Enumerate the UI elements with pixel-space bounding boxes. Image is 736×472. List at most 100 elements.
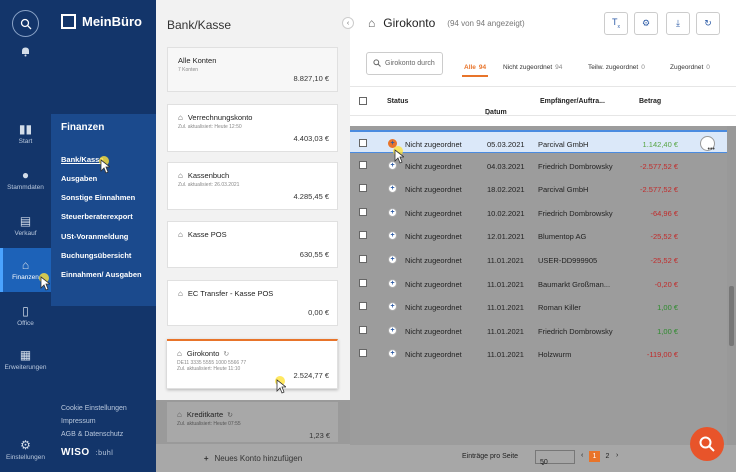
next-page-icon[interactable]: › — [616, 452, 619, 459]
tab-nicht-zugeordnet[interactable]: Nicht zugeordnet 94 — [503, 64, 563, 71]
assign-plus-icon[interactable]: + — [388, 278, 397, 288]
table-row[interactable]: + Nicht zugeordnet 11.01.2021 USER-DD999905… — [350, 248, 727, 271]
collapse-panel-button[interactable]: ‹ — [342, 17, 354, 29]
row-checkbox[interactable] — [359, 231, 367, 240]
row-checkbox[interactable] — [359, 278, 367, 287]
row-checkbox[interactable] — [359, 302, 367, 311]
transactions-panel: ⌂ Girokonto (94 von 94 angezeigt) Tx ⚙ ⤓… — [350, 0, 736, 472]
ellipsis-icon: ••• — [707, 146, 715, 153]
search-icon[interactable] — [12, 10, 39, 37]
account-card-ec-transfer[interactable]: ⌂ EC Transfer - Kasse POS 0,00 € — [167, 280, 338, 326]
bank-kasse-column: Bank/Kasse Alle Konten 7 Konten 8.827,10… — [156, 0, 350, 472]
search-placeholder: Girokonto durch — [385, 60, 435, 67]
bank-icon: ⌂ — [178, 289, 183, 298]
table-row[interactable]: + Nicht zugeordnet 04.03.2021 Friedrich Dom… — [350, 154, 727, 177]
table-row[interactable]: + Nicht zugeordnet 12.01.2021 Blumentop AG -… — [350, 224, 727, 247]
refresh-icon[interactable]: ↻ — [223, 350, 230, 358]
clear-filter-button[interactable]: Tx — [604, 12, 628, 35]
tab-alle[interactable]: Alle 94 — [461, 64, 489, 77]
row-checkbox[interactable] — [359, 184, 367, 193]
row-date: 04.03.2021 — [487, 161, 525, 171]
table-row[interactable]: + Nicht zugeordnet 05.03.2021 Parcival GmbH… — [350, 130, 727, 153]
account-card-kasse-pos[interactable]: ⌂ Kasse POS 630,55 € — [167, 221, 338, 268]
row-checkbox[interactable] — [359, 160, 367, 169]
row-status: Nicht zugeordnet — [405, 279, 462, 289]
more-options-button[interactable]: ••• — [700, 136, 715, 153]
footer-link-cookies[interactable]: Cookie Einstellungen — [61, 405, 127, 412]
rail-item-start[interactable]: ▮▮ Start — [18, 122, 33, 145]
settings-button[interactable]: ⚙ — [634, 12, 658, 35]
table-row[interactable]: + Nicht zugeordnet 10.02.2021 Friedrich Dom… — [350, 201, 727, 224]
rail-item-office[interactable]: ▯ Office — [17, 304, 34, 327]
account-name: Girokonto — [186, 349, 220, 358]
download-button[interactable]: ⤓ — [666, 12, 690, 35]
account-card-girokonto[interactable]: ⌂ Girokonto ↻ DE11 3335 5555 1000 5566 77 … — [167, 339, 338, 389]
assign-plus-icon[interactable]: + — [388, 139, 397, 148]
menu-item-einnahmen-ausgaben[interactable]: Einnahmen/ Ausgaben — [61, 270, 142, 279]
rail-item-verkauf[interactable]: ▤ Verkauf — [14, 214, 37, 237]
table-row[interactable]: + Nicht zugeordnet 18.02.2021 Parcival GmbH… — [350, 177, 727, 200]
row-checkbox[interactable] — [359, 207, 367, 216]
table-row[interactable]: + Nicht zugeordnet 11.01.2021 Friedrich Dom… — [350, 319, 727, 342]
menu-item-buchungsuebersicht[interactable]: Buchungsübersicht — [61, 251, 132, 260]
clear-format-icon: Tx — [612, 17, 620, 30]
row-payee: Parcival GmbH — [538, 185, 589, 195]
assign-plus-icon[interactable]: + — [388, 255, 397, 264]
scrollbar-thumb[interactable] — [729, 286, 734, 346]
account-name: Kassenbuch — [187, 171, 230, 180]
select-all-checkbox[interactable] — [359, 97, 367, 105]
add-account-button[interactable]: + Neues Konto hinzufügen — [156, 444, 350, 472]
prev-page-icon[interactable]: ‹ — [581, 452, 584, 459]
search-icon — [699, 436, 715, 452]
rail-item-einstellungen[interactable]: ⚙ Einstellungen — [5, 438, 46, 461]
assign-plus-icon[interactable]: + — [388, 349, 397, 359]
assign-plus-icon[interactable]: + — [388, 184, 397, 194]
table-row[interactable]: + Nicht zugeordnet 11.01.2021 Roman Killer 1… — [350, 295, 727, 318]
row-checkbox[interactable] — [359, 349, 367, 358]
account-card-kreditkarte[interactable]: ⌂ Kreditkarte ↻ Zul. aktualisiert: Heute 0… — [167, 402, 338, 442]
refresh-icon[interactable]: ↻ — [227, 411, 233, 419]
row-date: 11.01.2021 — [487, 303, 524, 313]
account-card-verrechnungskonto[interactable]: ⌂ Verrechnungskonto Zul. aktualisiert: He… — [167, 104, 338, 152]
per-page-select[interactable]: 50 ⌄ — [535, 450, 575, 467]
bell-icon[interactable] — [20, 46, 31, 60]
chat-search-button[interactable] — [690, 427, 724, 461]
table-row[interactable]: + Nicht zugeordnet 11.01.2021 Holzwurm -119,… — [350, 342, 727, 365]
footer-link-impressum[interactable]: Impressum — [61, 418, 96, 425]
bank-title: Bank/Kasse — [167, 18, 232, 32]
table-row[interactable]: + Nicht zugeordnet 11.01.2021 Baumarkt Groß… — [350, 272, 727, 295]
tab-zugeordnet[interactable]: Zugeordnet 0 — [670, 64, 710, 71]
page-2-button[interactable]: 2 — [605, 453, 610, 460]
tab-teilw-zugeordnet[interactable]: Teilw. zugeordnet 0 — [588, 64, 645, 71]
menu-item-ust-voranmeldung[interactable]: USt-Voranmeldung — [61, 232, 129, 241]
row-payee: Friedrich Dombrowsky — [538, 161, 613, 171]
row-checkbox[interactable] — [359, 139, 367, 147]
row-checkbox[interactable] — [359, 325, 367, 334]
footer-link-agb[interactable]: AGB & Datenschutz — [61, 431, 124, 438]
assign-plus-icon[interactable]: + — [388, 325, 397, 335]
rail-item-erweiterungen[interactable]: ▦ Erweiterungen — [4, 348, 47, 371]
rail-item-stammdaten[interactable]: ● Stammdaten — [7, 168, 44, 191]
row-checkbox[interactable] — [359, 255, 367, 263]
column-empfaenger[interactable]: Empfänger/Auftra... — [540, 98, 605, 105]
assign-plus-icon[interactable]: + — [388, 231, 397, 241]
account-card-kassenbuch[interactable]: ⌂ Kassenbuch Zul. aktualisiert: 26.03.202… — [167, 162, 338, 210]
column-betrag[interactable]: Betrag — [639, 98, 662, 105]
menu-item-bank-kasse[interactable]: Bank/Kasse — [61, 155, 104, 164]
assign-plus-icon[interactable]: + — [388, 207, 397, 217]
page-1-button[interactable]: 1 — [589, 451, 600, 462]
search-input[interactable]: Girokonto durch — [366, 52, 443, 75]
row-payee: USER-DD999905 — [538, 256, 598, 265]
column-status[interactable]: Status — [387, 98, 409, 105]
account-amount: 0,00 € — [308, 308, 329, 317]
entry-count: (94 von 94 angezeigt) — [447, 18, 525, 28]
menu-item-ausgaben[interactable]: Ausgaben — [61, 174, 98, 183]
rail-item-finanzen[interactable]: ⌂ Finanzen — [0, 248, 51, 292]
refresh-button[interactable]: ↻ — [696, 12, 720, 35]
assign-plus-icon[interactable]: + — [388, 160, 397, 170]
scrollbar[interactable] — [727, 126, 736, 445]
account-card-alle[interactable]: Alle Konten 7 Konten 8.827,10 € — [167, 47, 338, 92]
menu-item-sonstige-einnahmen[interactable]: Sonstige Einnahmen — [61, 193, 136, 202]
menu-item-steuerberaterexport[interactable]: Steuerberaterexport — [61, 212, 133, 221]
assign-plus-icon[interactable]: + — [388, 302, 397, 312]
